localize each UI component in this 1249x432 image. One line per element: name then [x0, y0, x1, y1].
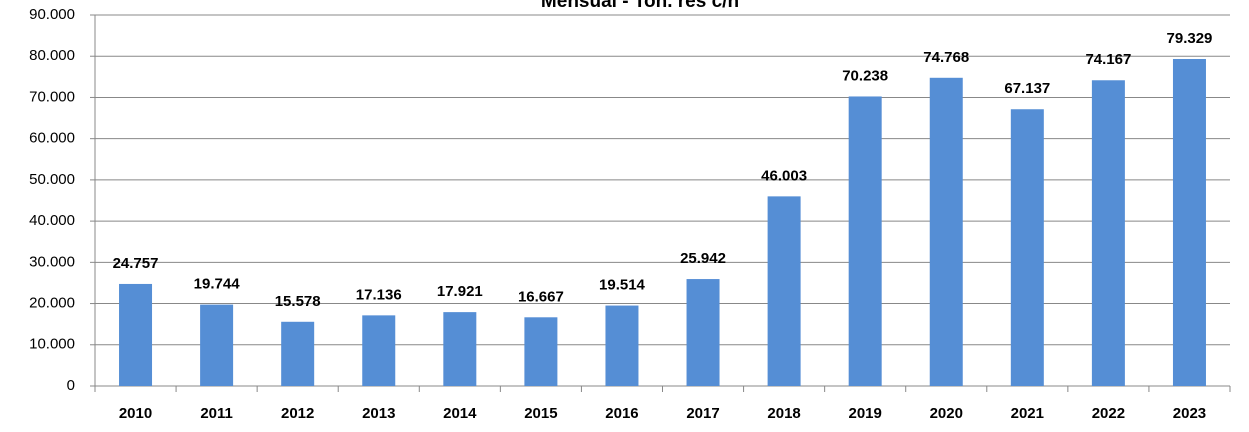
x-tick-label: 2019 [848, 405, 881, 422]
y-tick-label: 30.000 [29, 253, 75, 270]
value-label: 24.757 [113, 255, 159, 272]
bar [200, 304, 234, 386]
value-label: 79.329 [1167, 30, 1213, 47]
value-label: 74.167 [1085, 51, 1131, 68]
bar [686, 279, 720, 386]
value-label: 70.238 [842, 67, 888, 84]
y-tick-label: 40.000 [29, 212, 75, 229]
bar [848, 96, 882, 387]
x-tick-label: 2011 [200, 405, 233, 422]
x-tick-label: 2013 [362, 405, 395, 422]
x-tick-label: 2017 [686, 405, 719, 422]
value-label: 15.578 [275, 293, 321, 310]
x-tick-label: 2010 [119, 405, 152, 422]
y-tick-label: 10.000 [29, 336, 75, 353]
bar [1091, 80, 1125, 386]
value-label: 17.136 [356, 286, 402, 303]
chart-title: Mensual - Ton. res c/h [541, 0, 739, 12]
value-label: 46.003 [761, 167, 807, 184]
x-tick-label: 2020 [930, 405, 963, 422]
y-tick-label: 50.000 [29, 171, 75, 188]
x-tick-label: 2021 [1011, 405, 1044, 422]
x-tick-label: 2016 [605, 405, 638, 422]
x-tick-label: 2022 [1092, 405, 1125, 422]
x-tick-label: 2018 [767, 405, 800, 422]
bar [1010, 109, 1044, 386]
x-tick-label: 2023 [1173, 405, 1206, 422]
y-tick-label: 90.000 [29, 6, 75, 23]
bar [119, 283, 153, 386]
bar [1172, 58, 1206, 387]
bar [281, 321, 315, 386]
y-tick-label: 80.000 [29, 47, 75, 64]
bar [524, 317, 558, 386]
x-tick-label: 2015 [524, 405, 557, 422]
y-tick-label: 0 [67, 377, 75, 394]
x-tick-label: 2012 [281, 405, 314, 422]
bar [767, 196, 801, 386]
value-label: 67.137 [1004, 80, 1050, 97]
bar [443, 312, 477, 386]
value-label: 16.667 [518, 288, 564, 305]
x-tick-label: 2014 [443, 405, 477, 422]
value-label: 19.514 [599, 277, 646, 294]
value-label: 17.921 [437, 283, 483, 300]
bar [362, 315, 396, 386]
y-tick-label: 70.000 [29, 88, 75, 105]
value-label: 25.942 [680, 250, 726, 267]
bar [929, 77, 963, 387]
value-label: 74.768 [923, 49, 969, 66]
value-label: 19.744 [194, 276, 241, 293]
y-tick-label: 60.000 [29, 130, 75, 147]
bar [605, 305, 639, 386]
y-tick-label: 20.000 [29, 295, 75, 312]
